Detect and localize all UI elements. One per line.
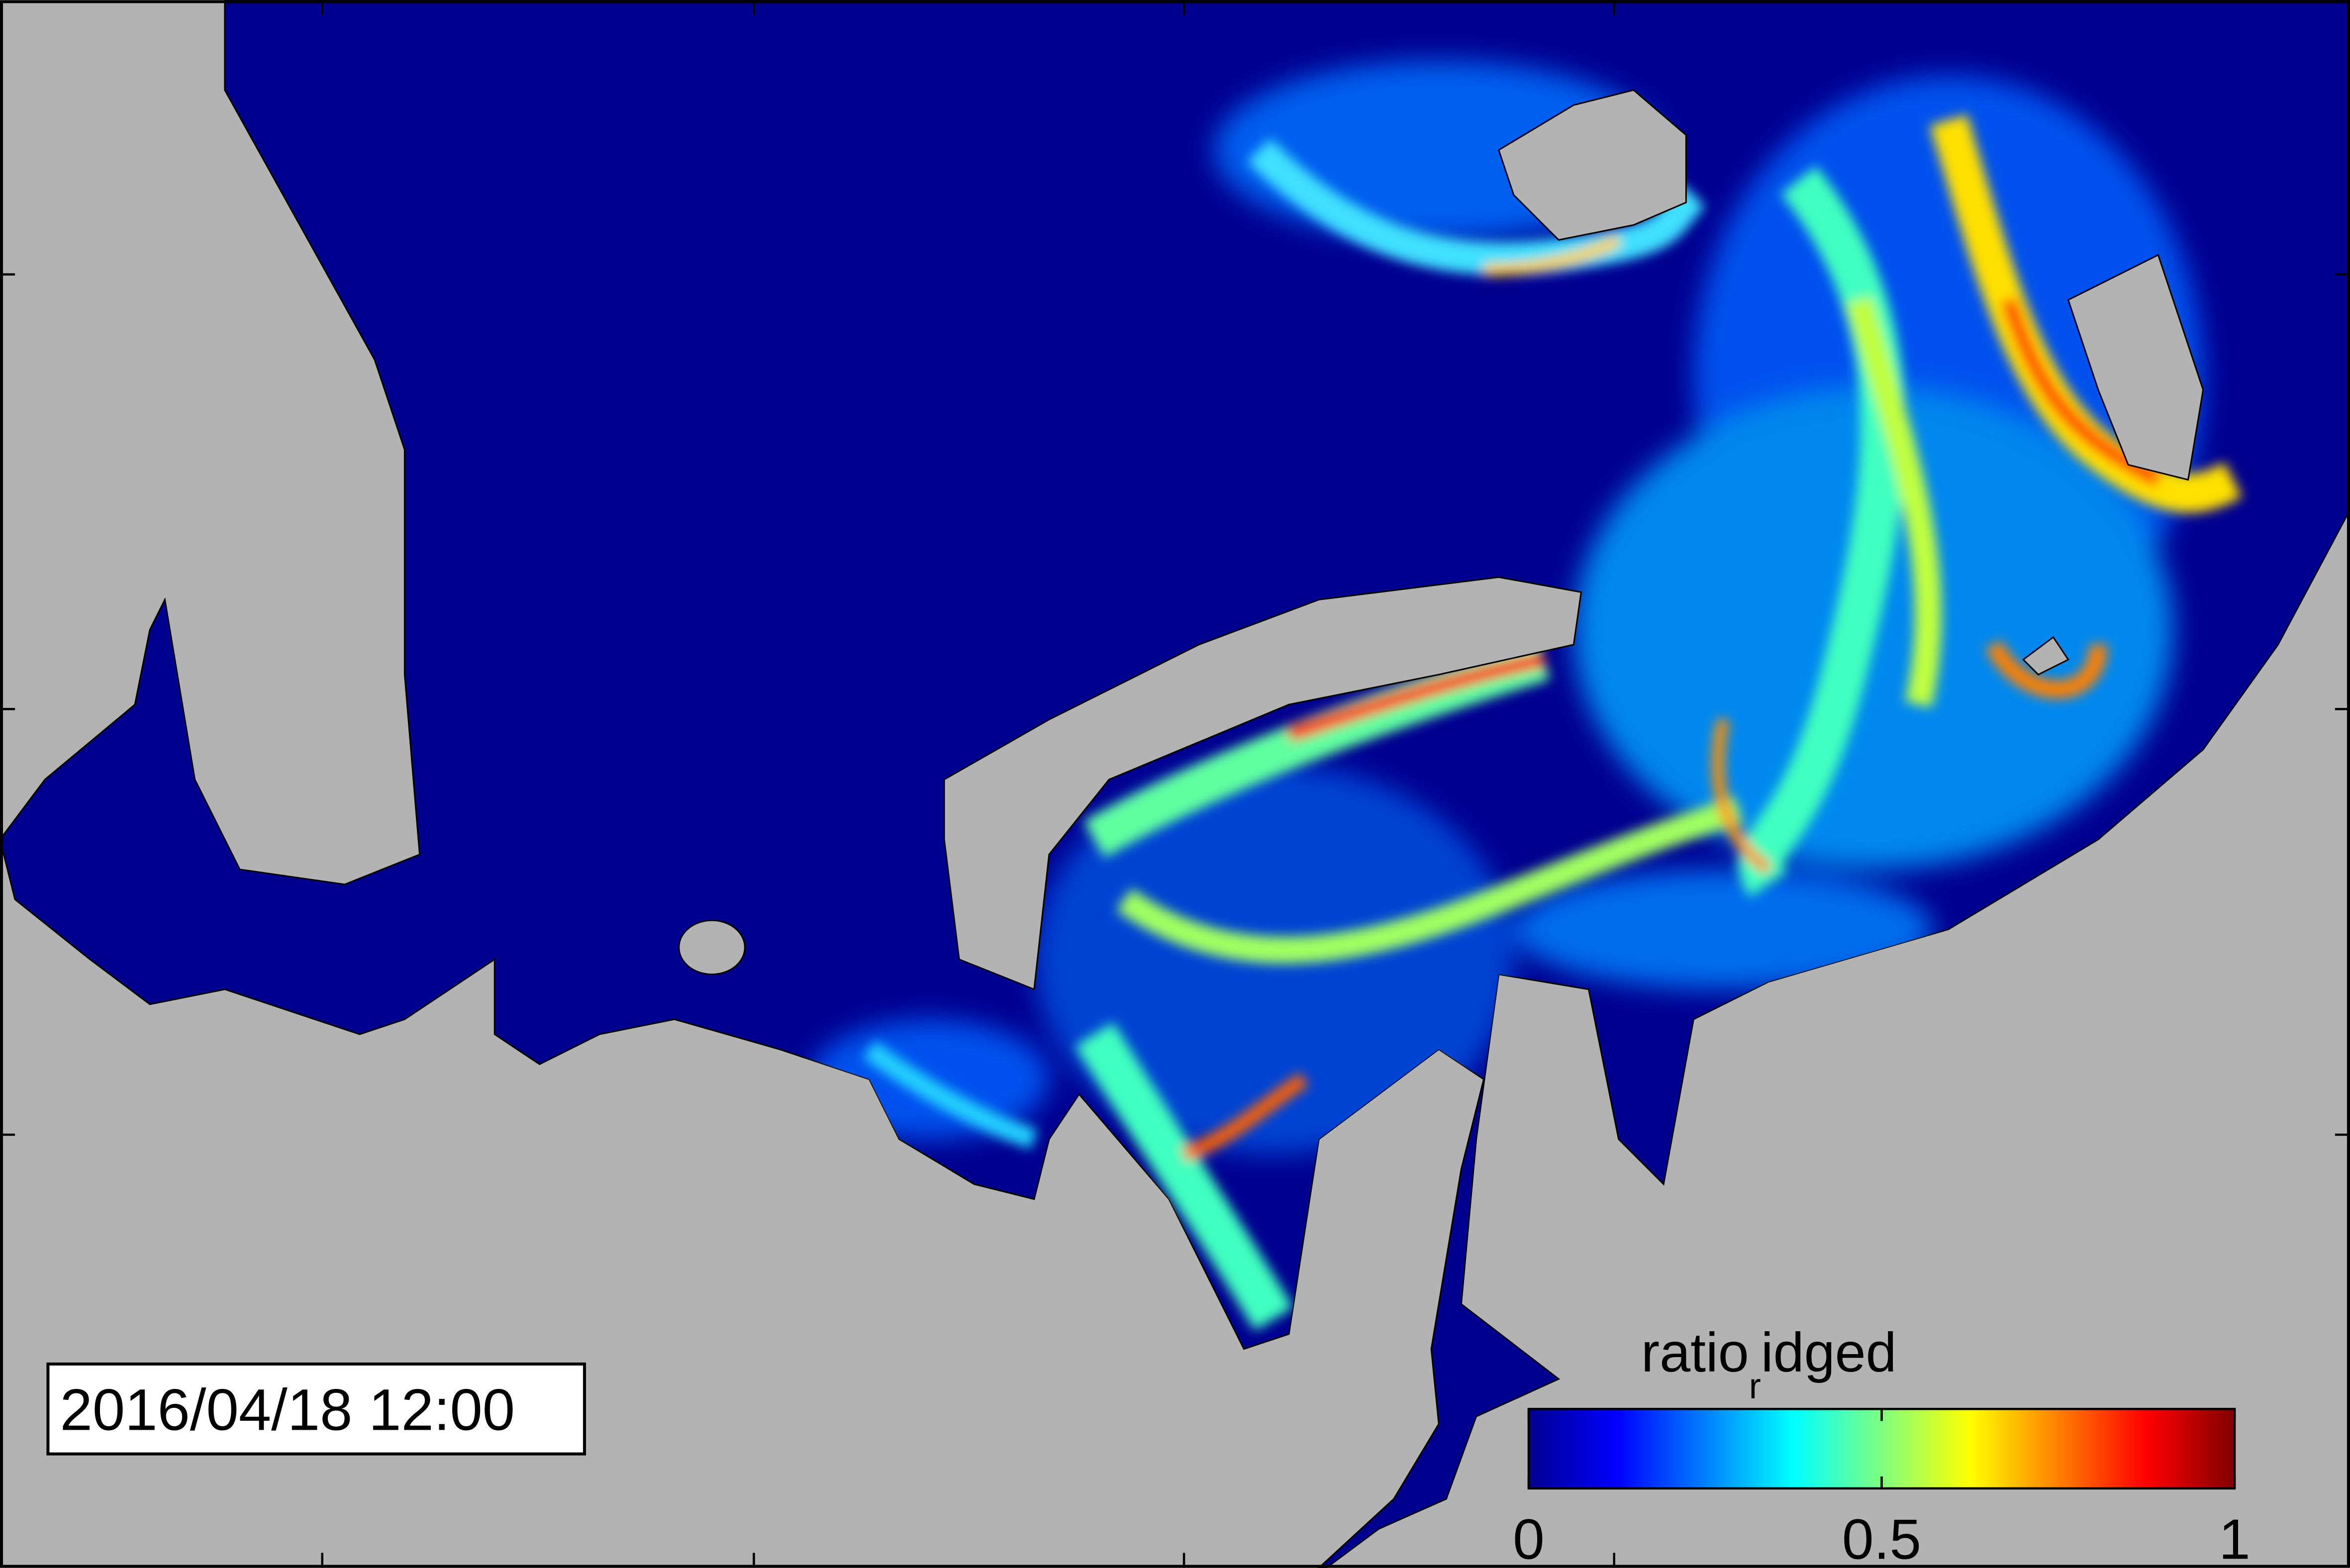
island [2067, 254, 2204, 481]
timestamp-box [46, 1362, 586, 1456]
peninsula [943, 576, 1582, 990]
colorbar-label: ratioridged [1641, 1321, 1897, 1406]
colorbar-tick-label: 0 [1513, 1508, 1545, 1568]
colorbar-label-sub: r [1749, 1367, 1761, 1406]
colorbar-tick-label: 0.5 [1842, 1508, 1921, 1568]
colorbar [1527, 1408, 2236, 1490]
ice-field [809, 60, 2242, 1331]
island [1497, 89, 1687, 241]
colorbar-label-rest: idged [1761, 1321, 1897, 1383]
island [678, 919, 746, 976]
island [2022, 636, 2069, 676]
colorbar-label-main: ratio [1641, 1321, 1749, 1383]
colorbar-tick-label: 1 [2219, 1508, 2251, 1568]
timestamp: 2016/04/18 12:00 [60, 1377, 515, 1442]
